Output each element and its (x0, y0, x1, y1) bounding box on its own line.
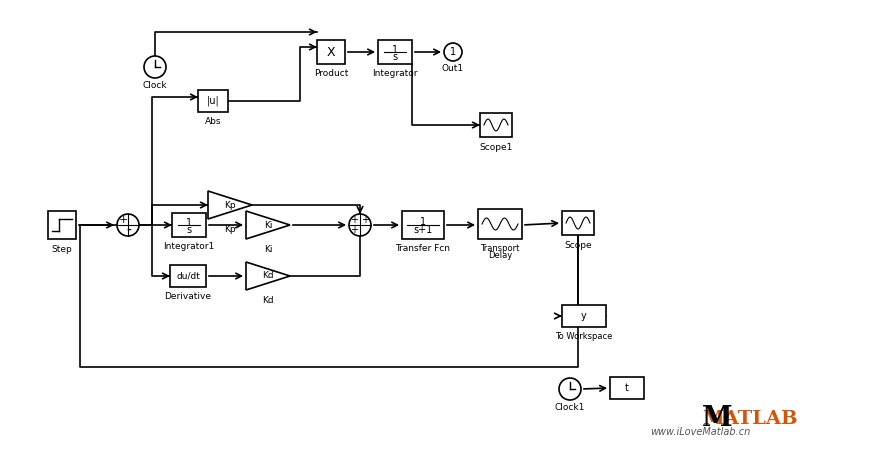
Bar (610, 377, 643, 399)
Bar (172, 213, 206, 237)
Text: Integrator: Integrator (372, 69, 417, 78)
Circle shape (558, 378, 580, 400)
Text: Ki: Ki (263, 245, 272, 254)
Text: Step: Step (51, 245, 73, 254)
Circle shape (348, 214, 370, 236)
Text: -: - (127, 224, 131, 238)
Text: Abs: Abs (205, 117, 221, 126)
Text: +: + (118, 215, 128, 225)
Text: M: M (701, 405, 732, 432)
Bar (562, 211, 594, 235)
Polygon shape (245, 211, 290, 239)
Text: Scope: Scope (563, 241, 591, 250)
Bar (401, 211, 444, 239)
Bar (170, 265, 206, 287)
Text: Integrator1: Integrator1 (163, 242, 214, 251)
Text: s: s (392, 52, 397, 62)
Text: Clock1: Clock1 (554, 403, 585, 412)
Bar (198, 90, 228, 112)
Text: www.iLoveMatlab.cn: www.iLoveMatlab.cn (649, 427, 750, 437)
Text: Kp: Kp (224, 225, 236, 234)
Text: |u|: |u| (206, 96, 219, 106)
Text: 1: 1 (186, 218, 192, 228)
Bar (478, 209, 522, 239)
Text: Kd: Kd (262, 271, 274, 281)
Text: X: X (326, 46, 335, 58)
Text: Derivative: Derivative (164, 292, 211, 301)
Text: Delay: Delay (487, 251, 511, 260)
Text: Ki: Ki (263, 220, 272, 229)
Text: Transport: Transport (480, 244, 519, 253)
Circle shape (144, 56, 166, 78)
Text: s+1: s+1 (413, 225, 432, 235)
Bar (562, 305, 605, 327)
Text: Kp: Kp (224, 201, 236, 209)
Circle shape (444, 43, 462, 61)
Text: du/dt: du/dt (175, 271, 199, 281)
Text: y: y (580, 311, 587, 321)
Text: Out1: Out1 (441, 64, 463, 73)
Bar (316, 40, 345, 64)
Text: s: s (186, 225, 191, 235)
Bar (48, 211, 76, 239)
Polygon shape (207, 191, 252, 219)
Bar (479, 113, 511, 137)
Polygon shape (245, 262, 290, 290)
Text: Product: Product (314, 69, 348, 78)
Text: Transfer Fcn: Transfer Fcn (395, 244, 450, 253)
Text: Clock: Clock (143, 81, 167, 90)
Text: t: t (625, 383, 628, 393)
Circle shape (117, 214, 139, 236)
Text: Kd: Kd (262, 296, 274, 305)
Text: +: + (350, 225, 358, 235)
Text: +: + (361, 215, 369, 225)
Text: To Workspace: To Workspace (555, 332, 612, 341)
Text: 1: 1 (449, 47, 455, 57)
Text: Scope1: Scope1 (478, 143, 512, 152)
Text: 1: 1 (392, 45, 398, 55)
Bar (377, 40, 411, 64)
Text: +: + (350, 215, 358, 225)
Text: 1: 1 (419, 217, 425, 227)
Text: MATLAB: MATLAB (702, 410, 797, 428)
